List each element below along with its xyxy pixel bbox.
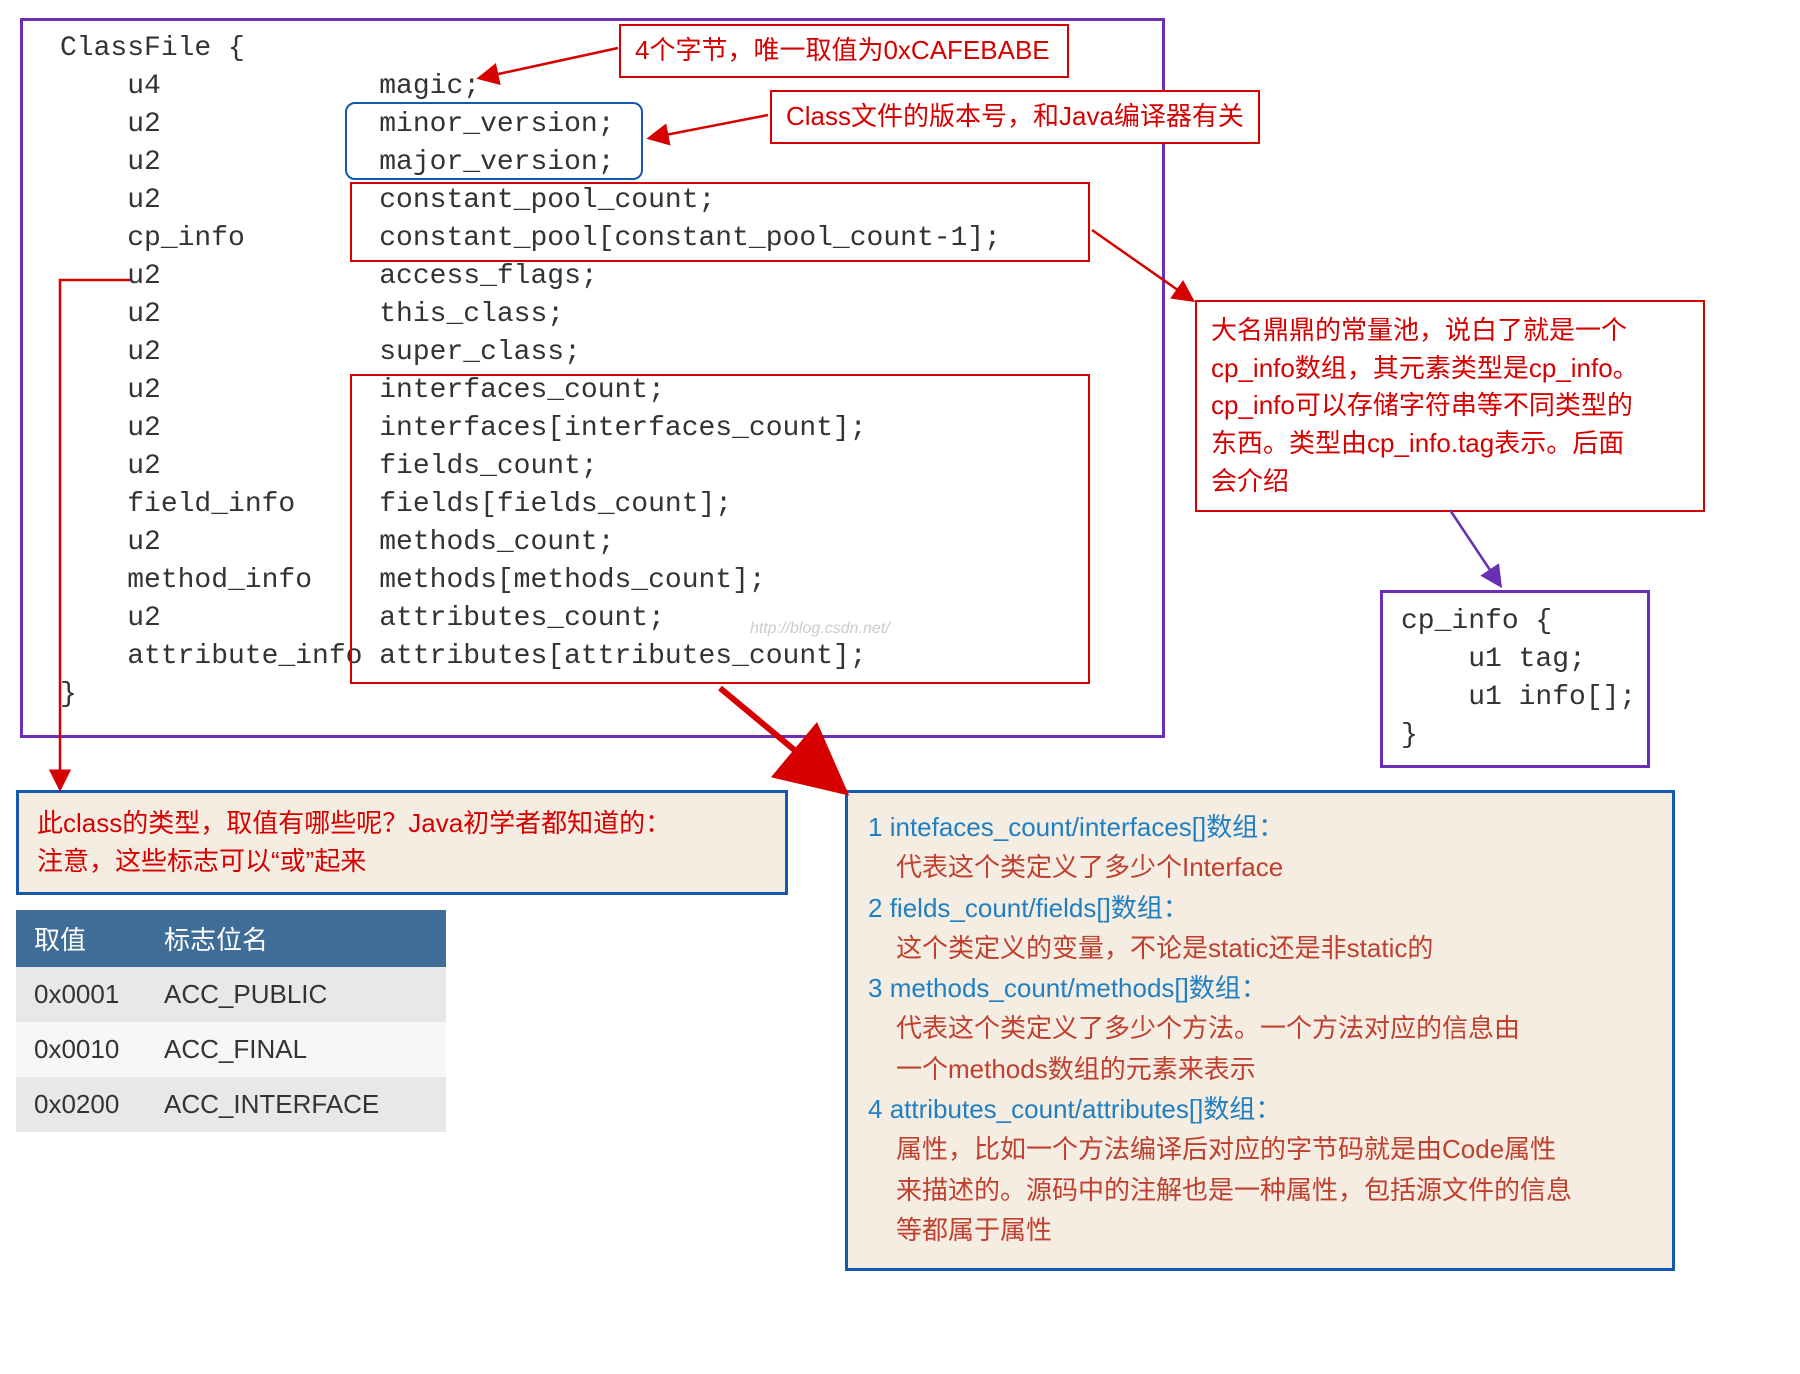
callout-text: Class文件的版本号，和Java编译器有关 xyxy=(786,101,1244,131)
cpinfo-line: cp_info { xyxy=(1401,606,1552,637)
item-title: methods_count/methods[]数组： xyxy=(890,973,1267,1003)
callout-line: 会介绍 xyxy=(1211,463,1689,501)
callout-version: Class文件的版本号，和Java编译器有关 xyxy=(770,90,1260,144)
table-cell: 0x0010 xyxy=(16,1022,146,1077)
flags-table: 取值 标志位名 0x0001 ACC_PUBLIC 0x0010 ACC_FIN… xyxy=(16,910,446,1132)
item-number: 1 xyxy=(868,812,882,842)
watermark: http://blog.csdn.net/ xyxy=(750,620,890,638)
table-row: 0x0010 ACC_FINAL xyxy=(16,1022,446,1077)
arrays-description: 1 intefaces_count/interfaces[]数组： 代表这个类定… xyxy=(845,790,1675,1271)
code-line: u2 this_class; xyxy=(60,299,564,330)
item-body: 属性，比如一个方法编译后对应的字节码就是由Code属性 来描述的。源码中的注解也… xyxy=(868,1129,1572,1250)
item-body: 代表这个类定义了多少个方法。一个方法对应的信息由 一个methods数组的元素来… xyxy=(868,1008,1520,1089)
highlight-constant-pool xyxy=(350,182,1090,262)
cpinfo-line: u1 info[]; xyxy=(1401,682,1636,713)
table-row: 0x0001 ACC_PUBLIC xyxy=(16,967,446,1022)
callout-magic: 4个字节，唯一取值为0xCAFEBABE xyxy=(619,24,1069,78)
table-cell: 0x0001 xyxy=(16,967,146,1022)
code-line: u2 access_flags; xyxy=(60,261,598,292)
table-row: 0x0200 ACC_INTERFACE xyxy=(16,1077,446,1132)
item-number: 3 xyxy=(868,973,882,1003)
callout-constant-pool: 大名鼎鼎的常量池，说白了就是一个 cp_info数组，其元素类型是cp_info… xyxy=(1195,300,1705,512)
list-item: 3 methods_count/methods[]数组： 代表这个类定义了多少个… xyxy=(868,968,1652,1089)
table-cell: ACC_PUBLIC xyxy=(146,967,446,1022)
callout-line: 大名鼎鼎的常量池，说白了就是一个 xyxy=(1211,312,1689,350)
cpinfo-line: u1 tag; xyxy=(1401,644,1586,675)
item-title: intefaces_count/interfaces[]数组： xyxy=(890,812,1285,842)
table-header-row: 取值 标志位名 xyxy=(16,910,446,967)
table-cell: ACC_FINAL xyxy=(146,1022,446,1077)
highlight-version xyxy=(345,102,643,180)
item-number: 4 xyxy=(868,1094,882,1124)
list-item: 2 fields_count/fields[]数组： 这个类定义的变量，不论是s… xyxy=(868,888,1652,969)
cpinfo-frame: cp_info { u1 tag; u1 info[]; } xyxy=(1380,590,1650,768)
cpinfo-line: } xyxy=(1401,720,1418,751)
item-body: 代表这个类定义了多少个Interface xyxy=(868,847,1283,887)
callout-line: cp_info可以存储字符串等不同类型的 xyxy=(1211,387,1689,425)
item-title: attributes_count/attributes[]数组： xyxy=(890,1094,1282,1124)
code-line: u4 magic; xyxy=(60,71,480,102)
code-line: ClassFile { xyxy=(60,33,245,64)
code-line: } xyxy=(60,679,77,710)
code-line: u2 super_class; xyxy=(60,337,581,368)
item-body: 这个类定义的变量，不论是static还是非static的 xyxy=(868,928,1433,968)
table-cell: ACC_INTERFACE xyxy=(146,1077,446,1132)
callout-text: 4个字节，唯一取值为0xCAFEBABE xyxy=(635,35,1050,65)
item-number: 2 xyxy=(868,893,882,923)
callout-line: 东西。类型由cp_info.tag表示。后面 xyxy=(1211,425,1689,463)
table-header: 取值 xyxy=(16,910,146,967)
item-title: fields_count/fields[]数组： xyxy=(890,893,1189,923)
table-header: 标志位名 xyxy=(146,910,446,967)
callout-line: 注意，这些标志可以“或”起来 xyxy=(37,843,767,881)
callout-access-flags: 此class的类型，取值有哪些呢？Java初学者都知道的： 注意，这些标志可以“… xyxy=(16,790,788,895)
list-item: 1 intefaces_count/interfaces[]数组： 代表这个类定… xyxy=(868,807,1652,888)
table-cell: 0x0200 xyxy=(16,1077,146,1132)
list-item: 4 attributes_count/attributes[]数组： 属性，比如… xyxy=(868,1089,1652,1250)
highlight-arrays xyxy=(350,374,1090,684)
callout-line: cp_info数组，其元素类型是cp_info。 xyxy=(1211,350,1689,388)
callout-line: 此class的类型，取值有哪些呢？Java初学者都知道的： xyxy=(37,805,767,843)
